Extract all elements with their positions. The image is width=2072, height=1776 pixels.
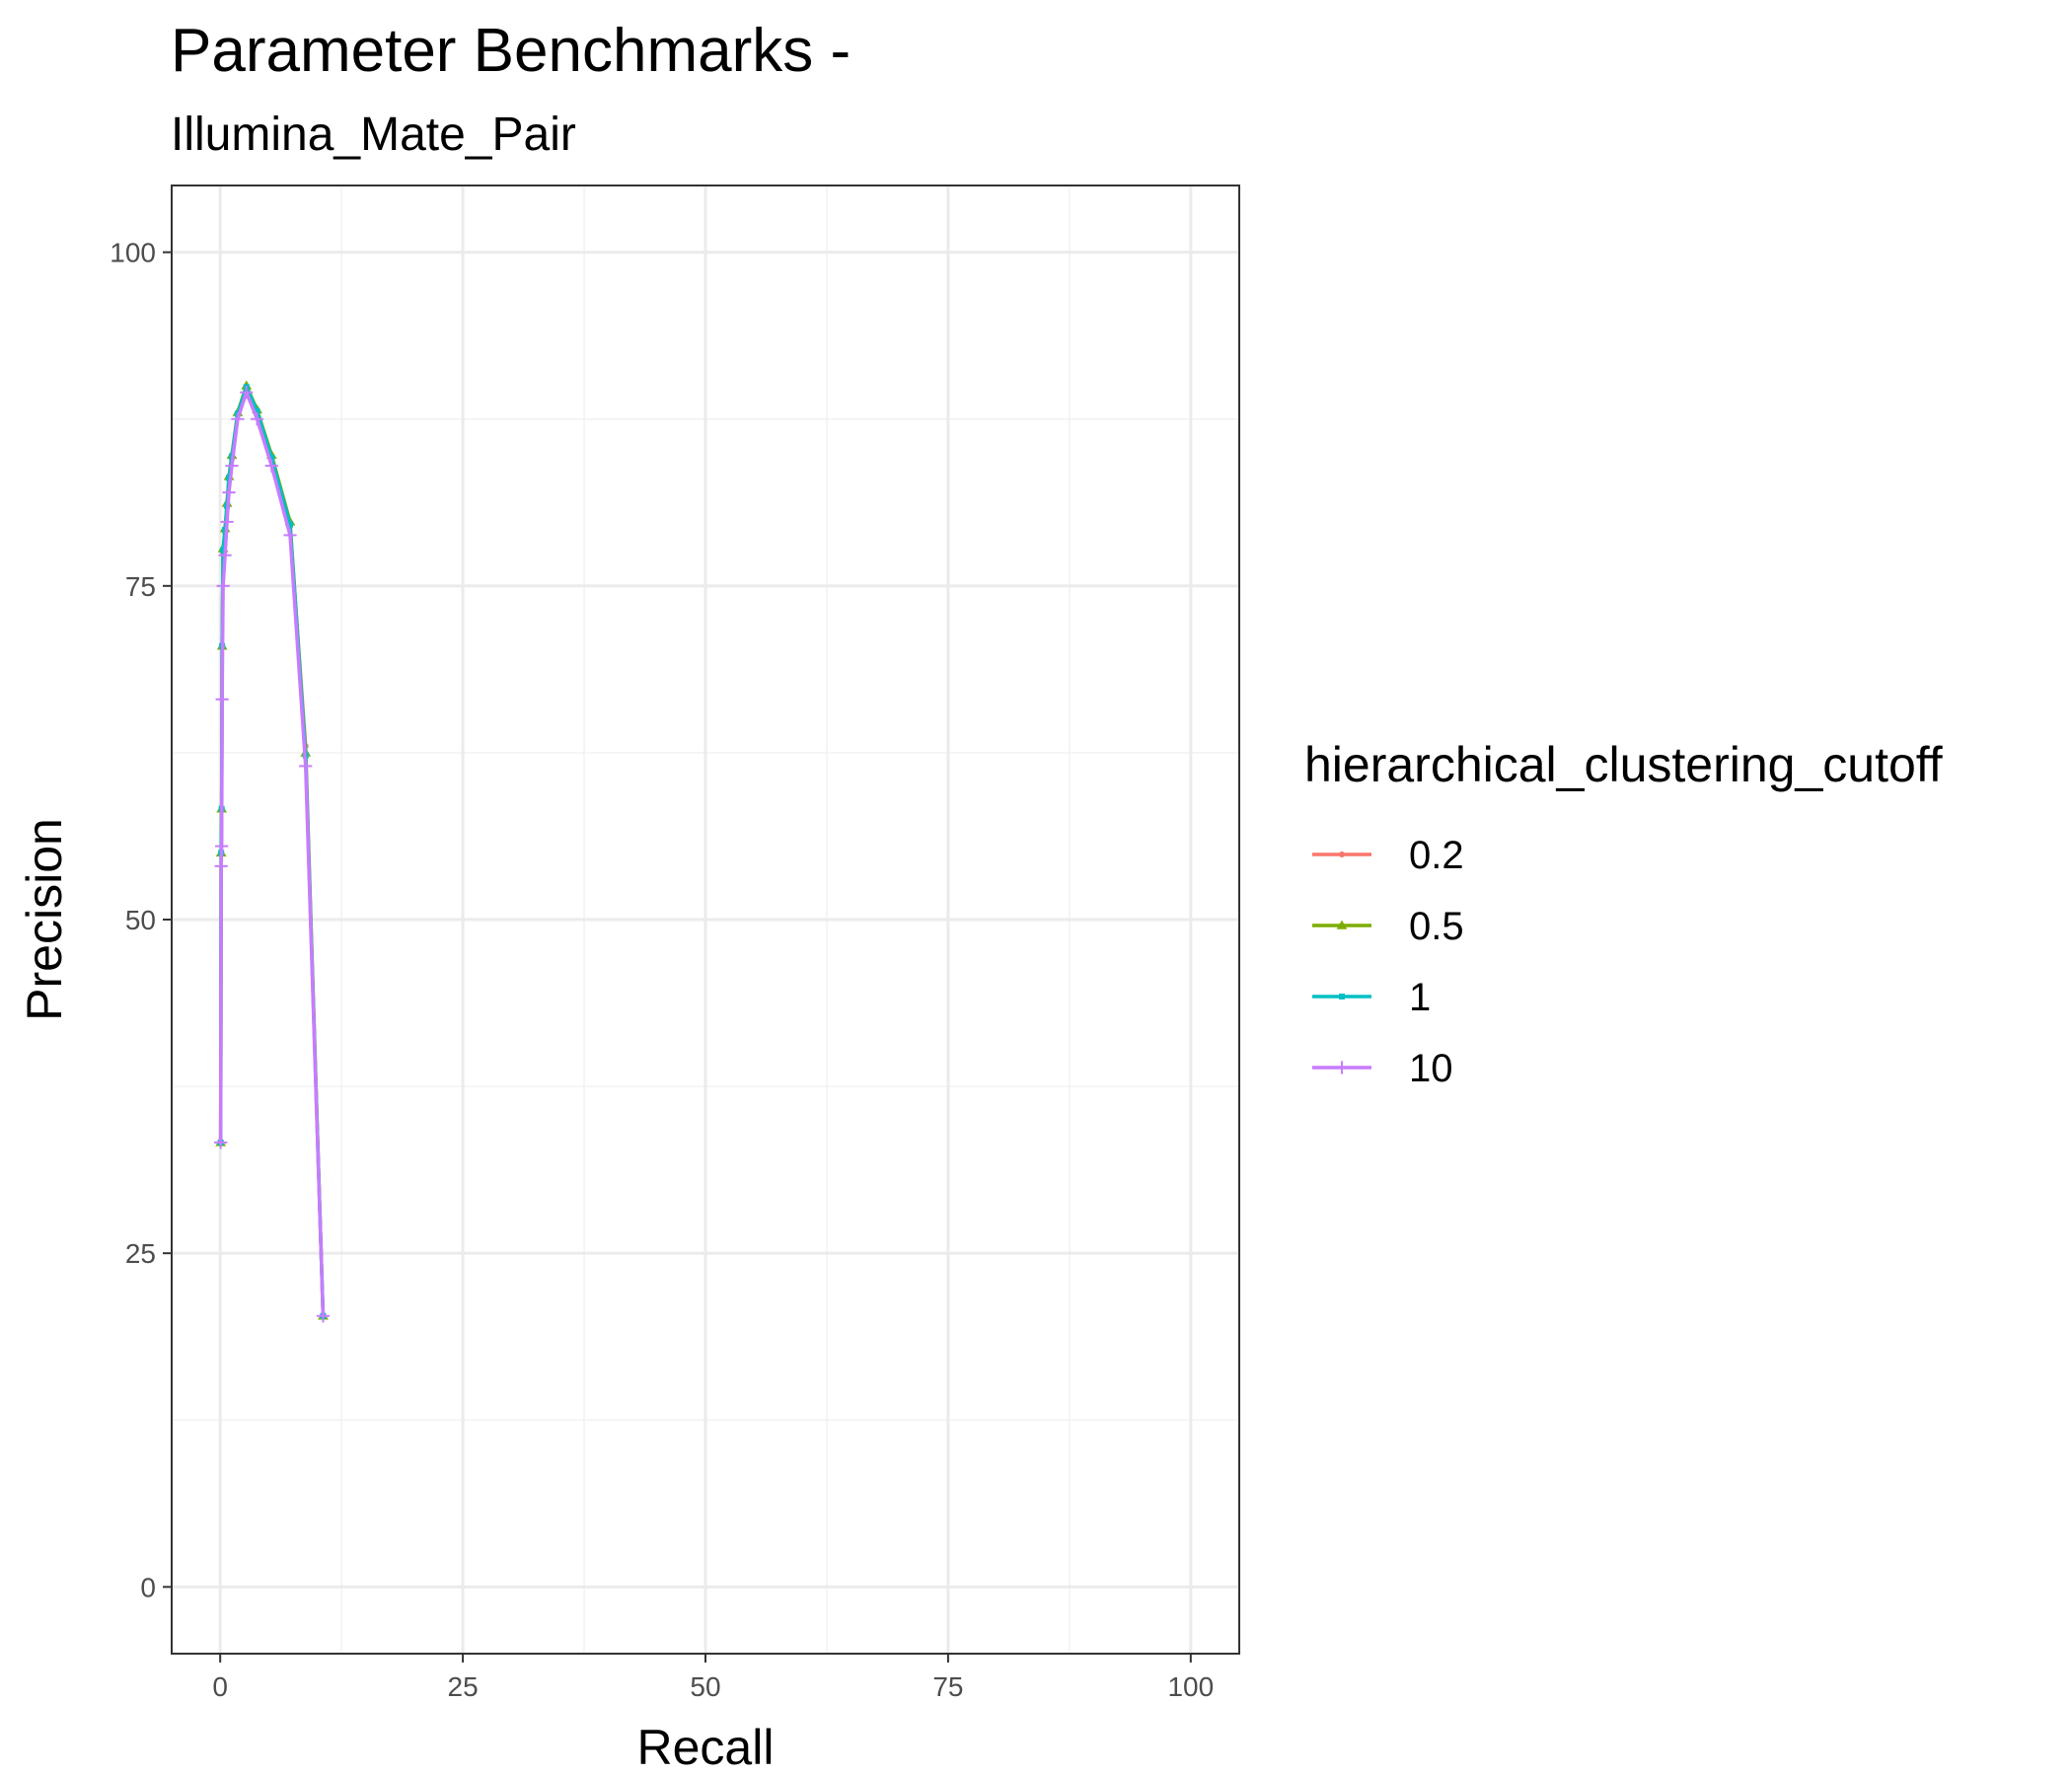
data-point bbox=[1336, 920, 1348, 929]
data-point bbox=[225, 459, 239, 473]
x-axis: 0 25 50 75 100 bbox=[212, 1654, 1214, 1702]
x-tick-label: 25 bbox=[448, 1671, 479, 1702]
data-point bbox=[264, 459, 278, 473]
chart-subtitle: Illumina_Mate_Pair bbox=[171, 109, 576, 161]
x-tick-label: 75 bbox=[932, 1671, 963, 1702]
series-line bbox=[218, 390, 326, 1318]
y-axis-title: Precision bbox=[17, 818, 72, 1021]
x-tick-label: 0 bbox=[212, 1671, 228, 1702]
legend-item: 10 bbox=[1312, 1047, 1453, 1090]
data-point bbox=[215, 693, 229, 706]
data-point bbox=[299, 759, 313, 774]
data-point bbox=[216, 579, 230, 593]
series-4 bbox=[214, 386, 331, 1323]
legend: hierarchical_clustering_cutoff 0.2 0.5 1 10 bbox=[1304, 737, 1943, 1090]
data-point bbox=[240, 386, 254, 400]
data-point bbox=[222, 485, 236, 499]
y-axis: 0 25 50 75 100 bbox=[110, 238, 172, 1602]
legend-label: 1 bbox=[1409, 976, 1431, 1019]
y-tick-label: 50 bbox=[125, 905, 156, 935]
x-axis-title: Recall bbox=[637, 1720, 775, 1775]
data-point bbox=[220, 515, 234, 529]
y-tick-label: 25 bbox=[125, 1238, 156, 1269]
data-point bbox=[1335, 1061, 1349, 1074]
legend-item: 1 bbox=[1312, 976, 1431, 1019]
data-point bbox=[254, 407, 260, 414]
series-layer bbox=[214, 380, 331, 1323]
legend-item: 0.2 bbox=[1312, 834, 1464, 877]
plot-panel bbox=[171, 185, 1240, 1655]
data-point bbox=[218, 549, 232, 562]
data-point bbox=[287, 521, 294, 528]
y-tick-label: 75 bbox=[125, 571, 156, 602]
data-point bbox=[250, 412, 264, 426]
legend-label: 0.2 bbox=[1409, 834, 1464, 877]
chart-title: Parameter Benchmarks - bbox=[171, 17, 851, 85]
legend-title: hierarchical_clustering_cutoff bbox=[1304, 737, 1943, 792]
data-point bbox=[215, 840, 229, 853]
legend-items: 0.2 0.5 1 10 bbox=[1312, 834, 1464, 1090]
data-point bbox=[214, 1136, 228, 1149]
x-tick-label: 50 bbox=[690, 1671, 720, 1702]
data-point bbox=[1339, 994, 1345, 999]
legend-item: 0.5 bbox=[1312, 905, 1464, 948]
legend-label: 0.5 bbox=[1409, 905, 1464, 948]
x-tick-label: 100 bbox=[1167, 1671, 1214, 1702]
data-point bbox=[214, 859, 228, 873]
data-point bbox=[316, 1309, 331, 1323]
legend-label: 10 bbox=[1409, 1047, 1453, 1090]
data-point bbox=[268, 454, 275, 461]
data-point bbox=[283, 528, 297, 543]
grid-lines bbox=[172, 185, 1239, 1654]
data-point bbox=[1339, 851, 1345, 857]
y-tick-label: 100 bbox=[110, 238, 156, 268]
y-tick-label: 0 bbox=[140, 1572, 156, 1602]
data-point bbox=[220, 547, 227, 554]
data-point bbox=[231, 412, 245, 426]
